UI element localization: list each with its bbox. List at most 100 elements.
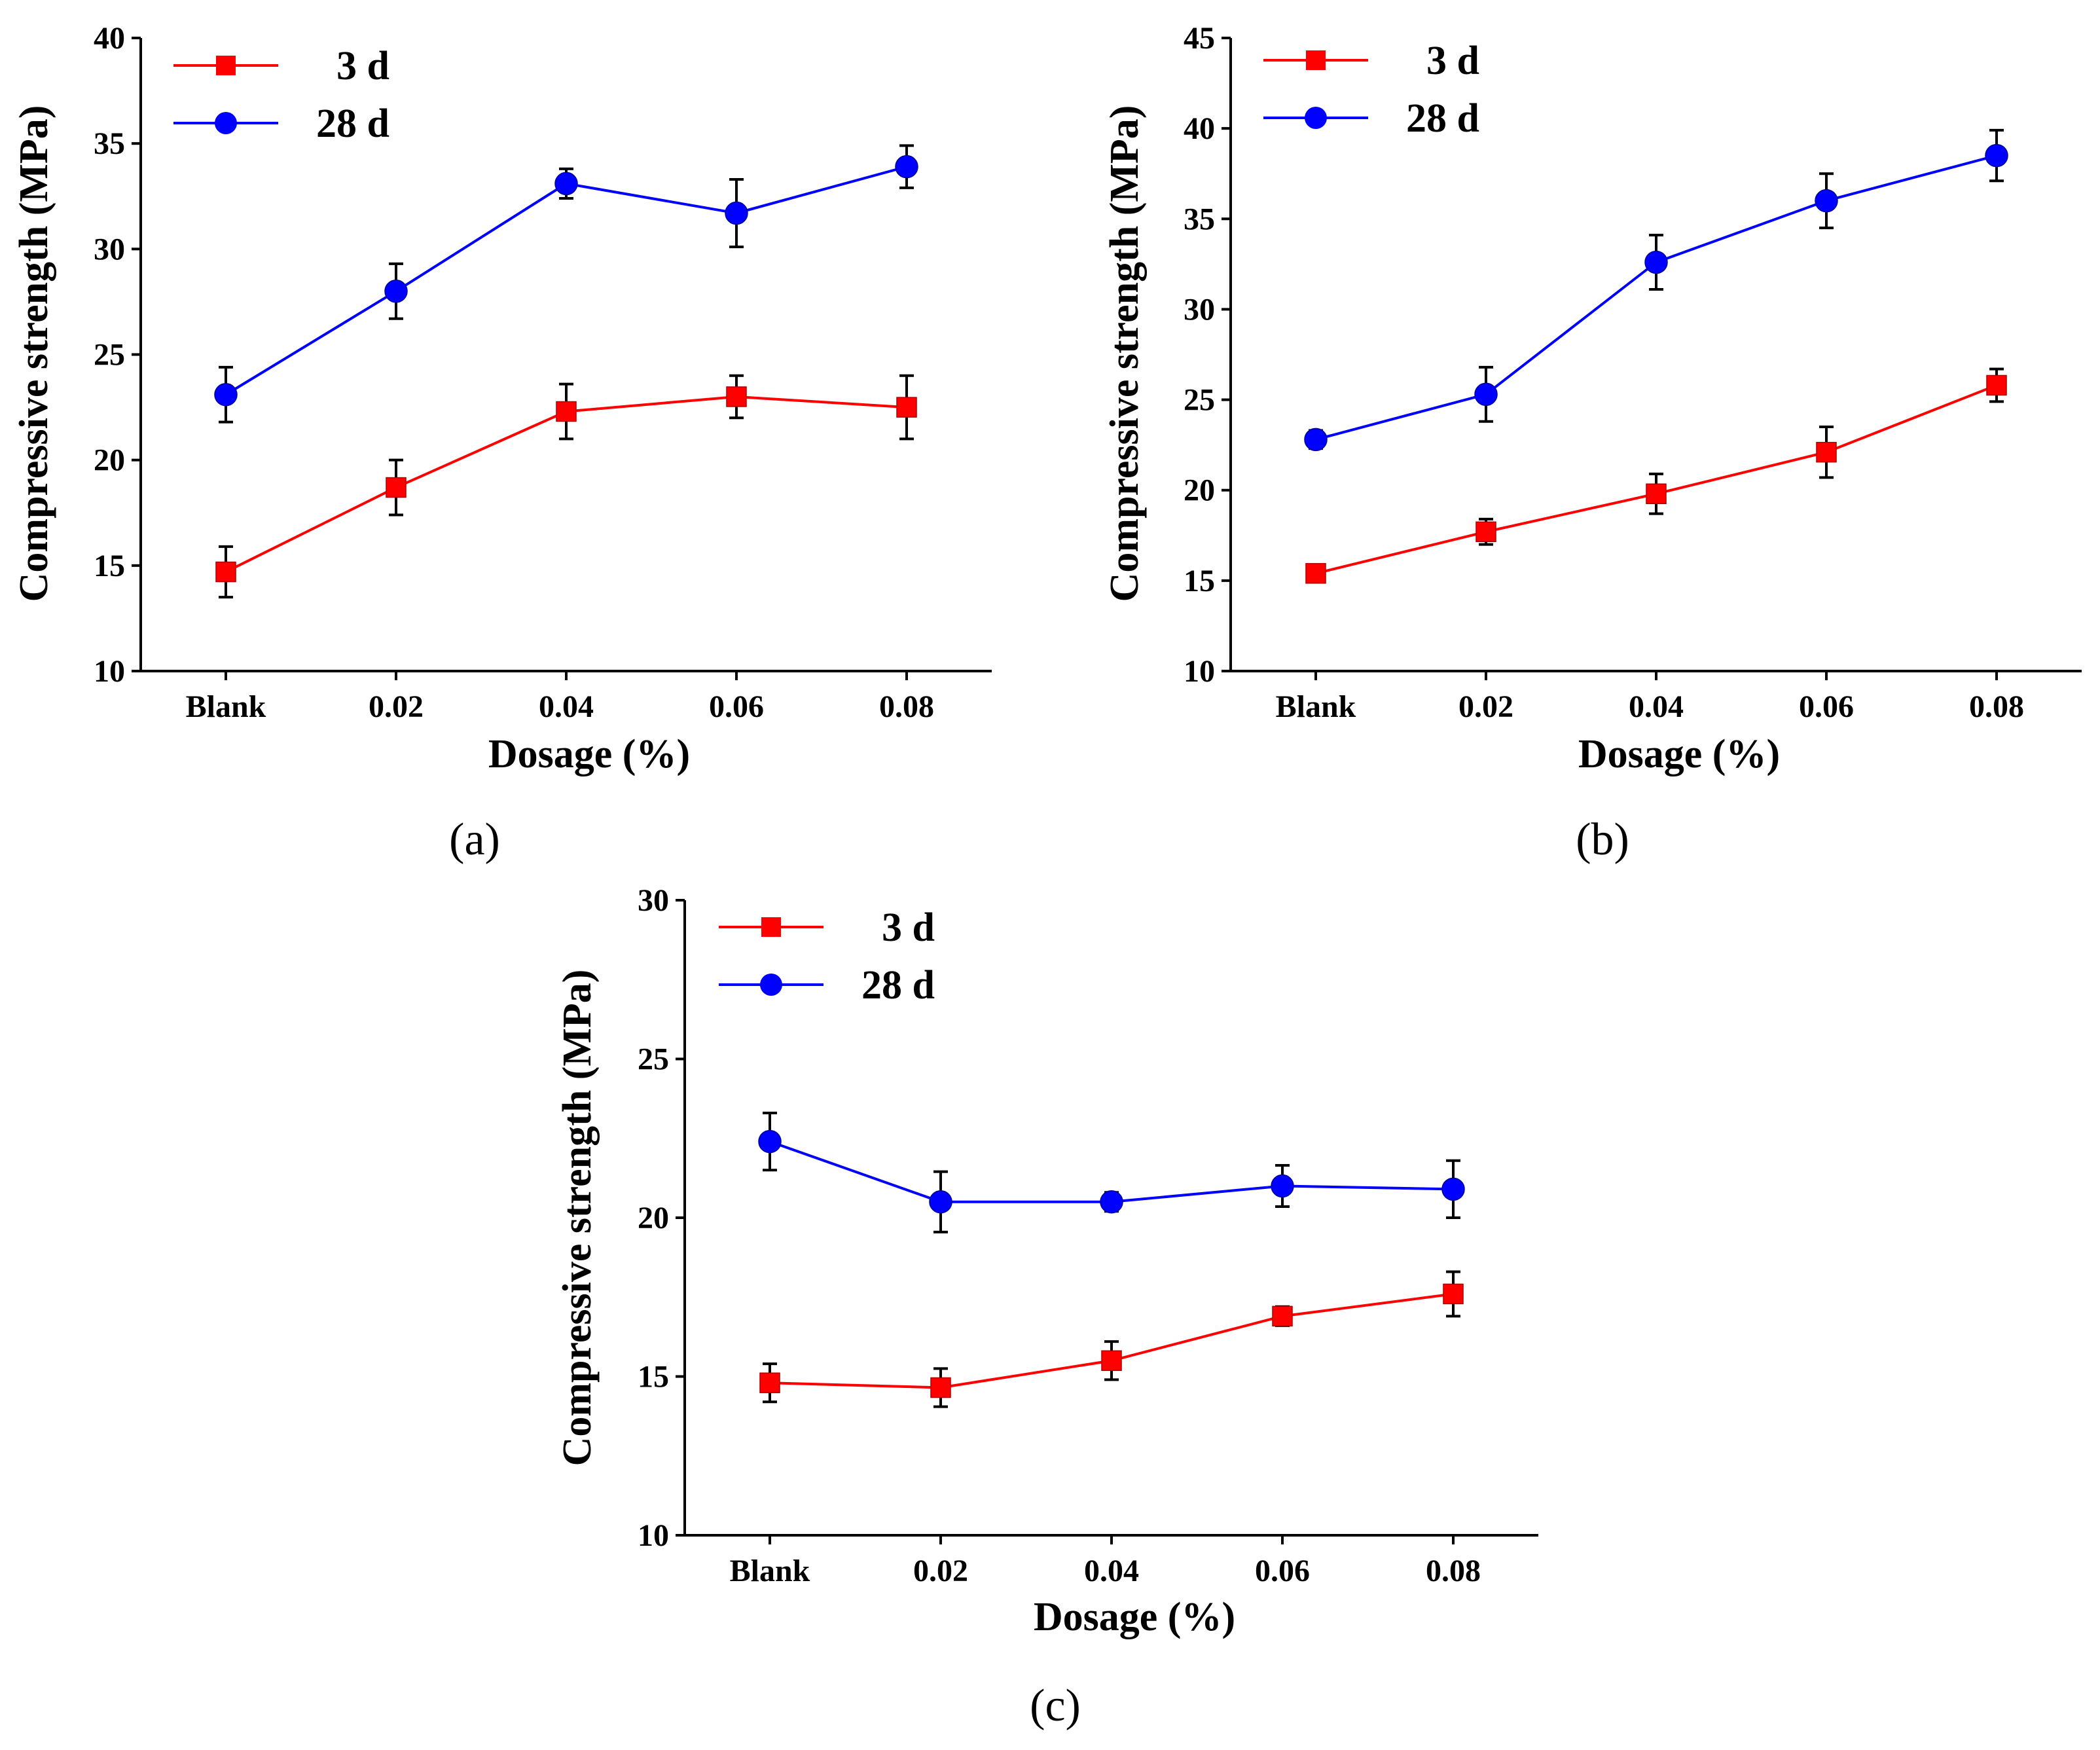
y-tick-label-a: 30 [94,232,125,266]
x-axis-title-c: Dosage (%) [1034,1595,1235,1639]
y-tick-label-a: 10 [94,654,125,689]
panel-label-a: (a) [449,814,500,865]
panel-label-c: (c) [1030,1681,1081,1731]
y-axis-title-c: Compressive strength (MPa) [555,970,600,1467]
x-tick-label-c: Blank [730,1554,810,1588]
y-tick-label-a: 35 [94,126,125,161]
legend-label: 28 d [1406,96,1479,141]
data-point-28d-b [1474,382,1498,407]
x-tick-label-b: 0.04 [1629,689,1684,724]
y-tick-label-c: 20 [638,1201,669,1235]
x-tick-label-c: 0.02 [913,1554,968,1588]
series-3d-c [759,1270,1464,1408]
chart-panel-a: Compressive strength (MPa) Dosage (%) (a… [12,21,992,865]
y-tick-label-b: 35 [1184,202,1215,236]
x-axis-title-a: Dosage (%) [488,732,690,776]
data-point-3d-b [1646,483,1667,504]
data-point-3d-c [930,1377,951,1398]
data-point-3d-b [1305,563,1326,584]
x-tick-label-b: 0.02 [1458,689,1513,724]
legend-marker-circle [1305,107,1327,129]
y-axis-title-b: Compressive strength (MPa) [1102,105,1147,602]
y-tick-label-c: 15 [638,1360,669,1395]
chart-panel-c: Compressive strength (MPa) Dosage (%) (c… [555,883,1538,1731]
y-tick-label-b: 25 [1184,383,1215,418]
series-28d-c [758,1111,1465,1233]
series-28d-a [214,144,918,424]
y-tick-label-b: 45 [1184,21,1215,56]
data-point-3d-c [759,1372,780,1393]
data-point-3d-a [896,397,917,418]
legend-marker-square [216,56,236,75]
x-tick-label-b: Blank [1276,689,1356,724]
legend-label: 3 d [336,44,389,88]
y-tick-label-a: 40 [94,21,125,56]
legend-entry-28d-b: 28 d [1263,96,1479,141]
data-point-28d-b [1815,189,1838,213]
data-point-3d-a [726,386,747,407]
legend-label: 28 d [861,963,935,1008]
legend-label: 28 d [316,101,389,146]
legend-entry-3d-b: 3 d [1263,39,1479,83]
y-tick-label-b: 20 [1184,473,1215,508]
data-point-3d-a [386,477,407,498]
data-point-3d-b [1475,521,1496,543]
y-tick-label-b: 40 [1184,111,1215,146]
legend-label: 3 d [1426,39,1479,83]
data-point-28d-c [758,1129,782,1154]
y-tick-label-b: 30 [1184,292,1215,327]
y-tick-label-a: 25 [94,338,125,373]
x-tick-label-a: 0.08 [879,689,934,724]
x-tick-label-c: 0.04 [1084,1554,1139,1588]
x-tick-label-c: 0.08 [1426,1554,1481,1588]
data-point-28d-a [554,172,578,196]
data-point-28d-c [1271,1174,1294,1198]
series-28d-b-line [1315,154,1997,441]
y-tick-label-a: 15 [94,549,125,583]
x-tick-label-a: Blank [186,689,266,724]
y-tick-label-c: 25 [638,1042,669,1077]
legend-label: 3 d [882,905,935,950]
data-point-28d-a [725,201,748,225]
data-point-3d-b [1986,374,2007,396]
data-point-28d-b [1985,143,2008,168]
data-point-3d-c [1101,1350,1122,1371]
x-tick-label-b: 0.08 [1969,689,2024,724]
legend-marker-square [761,917,781,937]
series-3d-b [1305,367,2007,584]
x-tick-label-a: 0.02 [369,689,424,724]
series-3d-a [215,374,917,599]
data-point-3d-c [1443,1283,1464,1305]
x-tick-label-b: 0.06 [1799,689,1854,724]
legend-entry-3d-a: 3 d [173,44,389,88]
x-tick-label-a: 0.06 [709,689,764,724]
x-axis-title-b: Dosage (%) [1578,732,1780,776]
data-point-3d-c [1272,1305,1293,1327]
legend-entry-28d-c: 28 d [719,963,935,1008]
series-28d-a-line [225,165,907,396]
y-tick-label-b: 15 [1184,564,1215,598]
data-point-28d-c [929,1190,952,1214]
panel-label-b: (b) [1576,814,1629,865]
data-point-28d-a [384,280,408,303]
y-tick-label-c: 30 [638,883,669,918]
data-point-28d-b [1304,428,1328,452]
y-tick-label-c: 10 [638,1518,669,1553]
y-tick-label-b: 10 [1184,654,1215,689]
y-tick-label-a: 20 [94,443,125,478]
x-tick-label-c: 0.06 [1255,1554,1310,1588]
chart-panel-b: Compressive strength (MPa) Dosage (%) (b… [1102,21,2082,865]
data-point-28d-c [1100,1190,1123,1214]
legend-entry-28d-a: 28 d [173,101,389,146]
data-point-28d-a [895,155,918,179]
legend-marker-circle [215,112,237,134]
data-point-28d-c [1441,1177,1465,1201]
data-point-28d-a [214,382,238,407]
data-point-3d-a [215,561,236,583]
x-tick-label-a: 0.04 [539,689,594,724]
data-point-3d-b [1816,441,1837,463]
legend-entry-3d-c: 3 d [719,905,935,950]
data-point-3d-a [556,401,577,422]
y-axis-title-a: Compressive strength (MPa) [12,105,56,602]
